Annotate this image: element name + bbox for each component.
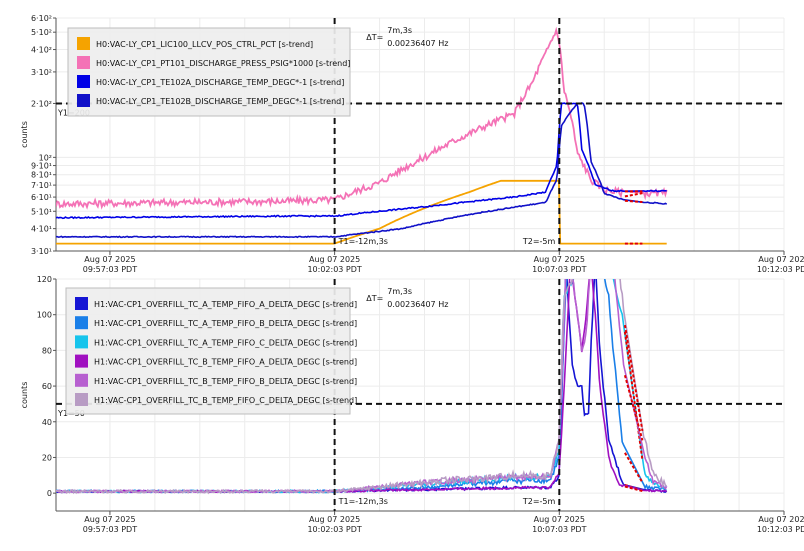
x-tick-label-date: Aug 07 2025 bbox=[534, 255, 585, 264]
delta-label: ΔT= bbox=[366, 33, 383, 42]
legend-swatch bbox=[77, 94, 90, 107]
y-tick-label: 20 bbox=[42, 453, 52, 462]
legend: H0:VAC-LY_CP1_LIC100_LLCV_POS_CTRL_PCT [… bbox=[67, 27, 351, 117]
x-tick-label-date: Aug 07 2025 bbox=[84, 515, 135, 524]
legend-swatch bbox=[77, 75, 90, 88]
legend: H1:VAC-CP1_OVERFILL_TC_A_TEMP_FIFO_A_DEL… bbox=[65, 287, 357, 415]
y-tick-label: 10² bbox=[39, 153, 52, 162]
legend-entry: H0:VAC-LY_CP1_TE102A_DISCHARGE_TEMP_DEGC… bbox=[96, 78, 344, 87]
y-tick-label: 3·10² bbox=[31, 68, 52, 77]
legend-swatch bbox=[77, 37, 90, 50]
y-tick-label: 5·10² bbox=[31, 28, 52, 37]
y-tick-label: 80 bbox=[42, 346, 52, 355]
y-tick-label: 60 bbox=[42, 382, 52, 391]
y-axis-label: counts bbox=[20, 382, 29, 409]
delta-time: 7m,3s bbox=[387, 26, 412, 35]
y-tick-label: 2·10² bbox=[31, 99, 52, 108]
y-tick-label: 100 bbox=[37, 311, 52, 320]
legend-box bbox=[65, 287, 351, 415]
legend-entry: H0:VAC-LY_CP1_TE102B_DISCHARGE_TEMP_DEGC… bbox=[96, 97, 344, 106]
delta-time: 7m,3s bbox=[387, 287, 412, 296]
y-tick-label: 9·10¹ bbox=[31, 162, 52, 171]
cursor-t2-label: T2=-5m bbox=[522, 497, 556, 506]
legend-swatch bbox=[75, 373, 88, 387]
legend-entry: H0:VAC-LY_CP1_LIC100_LLCV_POS_CTRL_PCT [… bbox=[96, 40, 313, 49]
legend-entry: H1:VAC-CP1_OVERFILL_TC_B_TEMP_FIFO_C_DEL… bbox=[94, 396, 357, 405]
y-tick-label: 4·10² bbox=[31, 46, 52, 55]
x-tick-label-date: Aug 07 2025 bbox=[84, 255, 135, 264]
x-tick-label-date: Aug 07 2025 bbox=[309, 255, 360, 264]
series-line-6 bbox=[56, 279, 667, 495]
legend-box bbox=[67, 27, 351, 117]
x-tick-label-date: Aug 07 2025 bbox=[534, 515, 585, 524]
x-tick-label-time: 10:12:03 PDT bbox=[757, 265, 804, 274]
x-tick-label-time: 10:12:03 PDT bbox=[757, 525, 804, 534]
series-line-1 bbox=[56, 179, 667, 245]
series-line-3 bbox=[56, 102, 667, 220]
series-group bbox=[56, 26, 668, 245]
y-tick-label: 40 bbox=[42, 418, 52, 427]
x-tick-label-date: Aug 07 2025 bbox=[758, 255, 804, 264]
series-line-4 bbox=[56, 102, 668, 239]
y-tick-label: 7·10¹ bbox=[31, 181, 52, 190]
delta-frequency: 0.00236407 Hz bbox=[387, 39, 448, 48]
legend-swatch bbox=[75, 297, 88, 310]
series-gap-marker bbox=[623, 324, 644, 432]
legend-swatch bbox=[75, 354, 88, 368]
y-tick-label: 3·10¹ bbox=[31, 247, 52, 256]
cursor-t1-label: T1=-12m,3s bbox=[338, 237, 388, 246]
y-tick-label: 8·10¹ bbox=[31, 171, 52, 180]
cursor-t1-label: T1=-12m,3s bbox=[338, 497, 388, 506]
legend-swatch bbox=[75, 393, 88, 406]
x-tick-label-date: Aug 07 2025 bbox=[758, 515, 804, 524]
legend-swatch bbox=[75, 335, 88, 349]
y-tick-label: 6·10¹ bbox=[31, 193, 52, 202]
y-tick-label: 120 bbox=[37, 275, 52, 284]
legend-swatch bbox=[77, 56, 90, 69]
series-gap-marker bbox=[624, 485, 643, 493]
legend-entry: H1:VAC-CP1_OVERFILL_TC_A_TEMP_FIFO_B_DEL… bbox=[94, 319, 357, 328]
series-line-2 bbox=[56, 26, 668, 210]
cursor-t2-label: T2=-5m bbox=[522, 237, 556, 246]
legend-entry: H1:VAC-CP1_OVERFILL_TC_A_TEMP_FIFO_C_DEL… bbox=[94, 338, 357, 347]
series-group bbox=[56, 279, 668, 495]
legend-entry: H1:VAC-CP1_OVERFILL_TC_B_TEMP_FIFO_B_DEL… bbox=[94, 377, 357, 386]
y-tick-label: 0 bbox=[47, 489, 52, 498]
series-gap-marker bbox=[624, 199, 643, 204]
y-tick-label: 4·10¹ bbox=[31, 225, 52, 234]
legend-entry: H1:VAC-CP1_OVERFILL_TC_A_TEMP_FIFO_A_DEL… bbox=[94, 300, 357, 309]
y-tick-label: 6·10² bbox=[31, 14, 52, 23]
y-axis-label: counts bbox=[20, 121, 29, 148]
x-tick-label-time: 10:02:03 PDT bbox=[307, 525, 361, 534]
series-gap-marker bbox=[623, 374, 644, 441]
x-tick-label-time: 09:57:03 PDT bbox=[83, 525, 137, 534]
x-tick-label-time: 10:02:03 PDT bbox=[307, 265, 361, 274]
series-gap-marker bbox=[623, 331, 644, 461]
legend-swatch bbox=[75, 316, 88, 330]
x-tick-label-time: 10:07:03 PDT bbox=[532, 525, 586, 534]
x-tick-label-time: 10:07:03 PDT bbox=[532, 265, 586, 274]
legend-entry: H0:VAC-LY_CP1_PT101_DISCHARGE_PRESS_PSIG… bbox=[96, 59, 350, 68]
series-gap-marker bbox=[624, 452, 644, 484]
x-tick-label-time: 09:57:03 PDT bbox=[83, 265, 137, 274]
series-gap-marker bbox=[624, 192, 643, 198]
delta-label: ΔT= bbox=[366, 294, 383, 303]
delta-frequency: 0.00236407 Hz bbox=[387, 300, 448, 309]
legend-entry: H1:VAC-CP1_OVERFILL_TC_B_TEMP_FIFO_A_DEL… bbox=[94, 358, 357, 367]
y-tick-label: 5·10¹ bbox=[31, 207, 52, 216]
x-tick-label-date: Aug 07 2025 bbox=[309, 515, 360, 524]
